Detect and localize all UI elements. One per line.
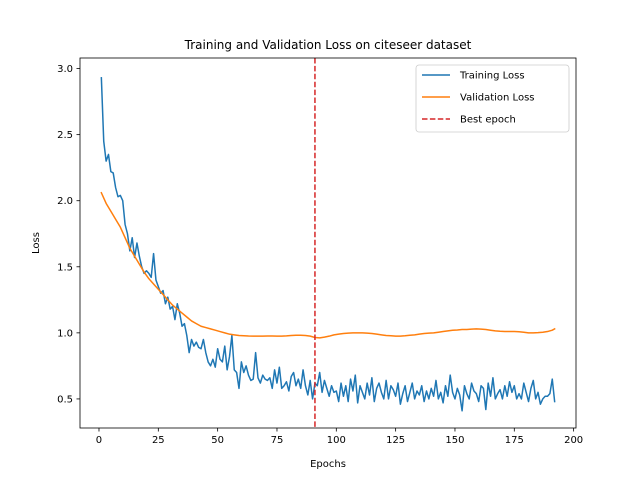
x-tick-label: 100 bbox=[327, 435, 346, 446]
legend-label: Validation Loss bbox=[460, 93, 535, 104]
y-tick-label: 1.5 bbox=[57, 262, 73, 273]
y-tick-label: 2.5 bbox=[57, 130, 73, 141]
x-tick-label: 150 bbox=[445, 435, 464, 446]
series-line-training-loss bbox=[100, 77, 556, 412]
chart-title: Training and Validation Loss on citeseer… bbox=[184, 38, 472, 52]
x-tick-label: 125 bbox=[386, 435, 405, 446]
legend-label: Best epoch bbox=[460, 115, 516, 126]
series-line-validation-loss bbox=[100, 191, 556, 339]
legend-label: Training Loss bbox=[459, 71, 525, 82]
x-tick-label: 200 bbox=[564, 435, 583, 446]
x-tick-label: 0 bbox=[96, 435, 102, 446]
x-axis-ticks: 0 25 50 75 100 125 150 175 200 bbox=[96, 428, 583, 446]
plot-frame bbox=[79, 57, 577, 429]
y-axis-ticks: 0.5 1.0 1.5 2.0 2.5 3.0 bbox=[57, 64, 80, 405]
y-tick-label: 3.0 bbox=[57, 64, 73, 75]
y-tick-label: 0.5 bbox=[57, 394, 73, 405]
x-tick-label: 25 bbox=[152, 435, 165, 446]
legend: Training Loss Validation Loss Best epoch bbox=[415, 64, 570, 133]
y-tick-label: 2.0 bbox=[57, 196, 73, 207]
x-tick-label: 50 bbox=[211, 435, 224, 446]
y-tick-label: 1.0 bbox=[57, 328, 73, 339]
x-tick-label: 75 bbox=[271, 435, 284, 446]
y-axis-label: Loss bbox=[31, 232, 42, 254]
x-axis-label: Epochs bbox=[310, 459, 346, 470]
x-tick-label: 175 bbox=[505, 435, 524, 446]
plot-series-group bbox=[100, 58, 556, 428]
legend-box bbox=[415, 64, 570, 133]
